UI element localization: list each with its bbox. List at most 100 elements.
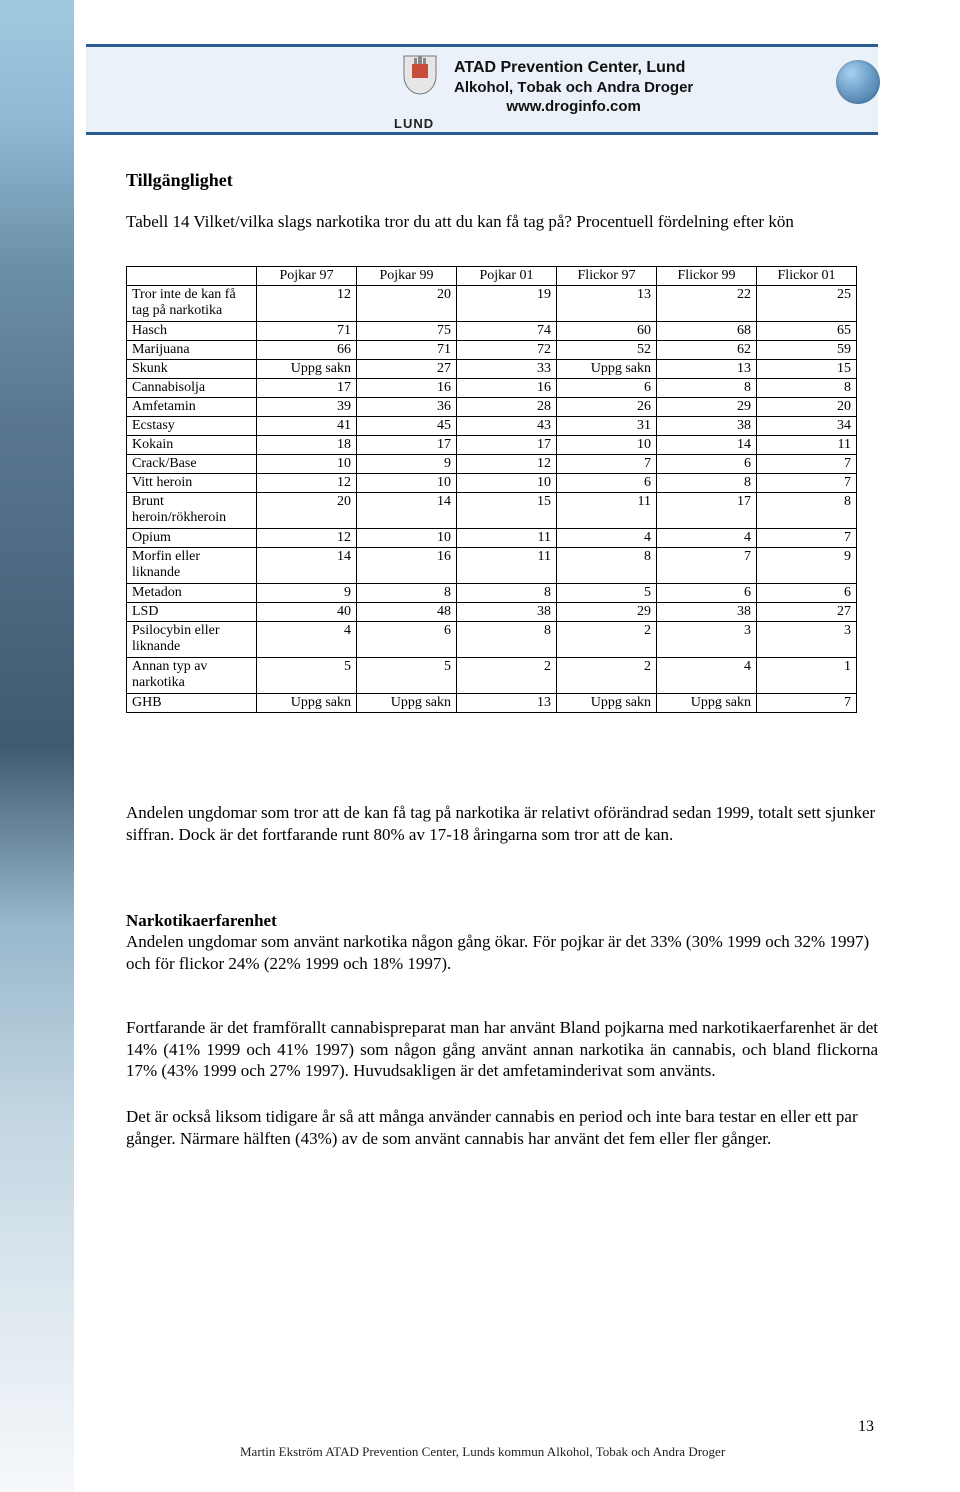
- table-cell: 7: [757, 694, 857, 713]
- table-cell: 29: [557, 603, 657, 622]
- table-cell: 52: [557, 341, 657, 360]
- paragraph-1: Andelen ungdomar som tror att de kan få …: [126, 802, 878, 846]
- table-cell: 27: [357, 360, 457, 379]
- footer-line: Martin Ekström ATAD Prevention Center, L…: [240, 1444, 725, 1460]
- table-cell: 8: [657, 474, 757, 493]
- table-cell: Uppg sakn: [257, 694, 357, 713]
- table-cell: 20: [757, 398, 857, 417]
- lund-crest-icon: [402, 52, 438, 96]
- table-cell: 8: [457, 622, 557, 658]
- header-text: ATAD Prevention Center, Lund Alkohol, To…: [454, 58, 693, 117]
- table-cell: 6: [657, 455, 757, 474]
- table-row-label: Skunk: [127, 360, 257, 379]
- table-cell: 41: [257, 417, 357, 436]
- subheading-text: Narkotikaerfarenhet: [126, 911, 277, 930]
- table-cell: Uppg sakn: [357, 694, 457, 713]
- table-cell: 29: [657, 398, 757, 417]
- table-cell: 2: [557, 658, 657, 694]
- table-cell: 13: [557, 286, 657, 322]
- table-cell: 2: [457, 658, 557, 694]
- table-row: Kokain181717101411: [127, 436, 857, 455]
- section-title: Tillgänglighet: [126, 170, 878, 191]
- table-row: Annan typ av narkotika552241: [127, 658, 857, 694]
- table-cell: 66: [257, 341, 357, 360]
- table-cell: 68: [657, 322, 757, 341]
- table-cell: 8: [357, 584, 457, 603]
- page: LUND ATAD Prevention Center, Lund Alkoho…: [0, 0, 960, 1492]
- table-row-label: GHB: [127, 694, 257, 713]
- table-row: SkunkUppg sakn2733Uppg sakn1315: [127, 360, 857, 379]
- table-cell: 9: [257, 584, 357, 603]
- table-row: Vitt heroin121010687: [127, 474, 857, 493]
- table-cell: 8: [757, 379, 857, 398]
- table-cell: 10: [357, 474, 457, 493]
- table-cell: Uppg sakn: [557, 694, 657, 713]
- paragraph-3: Fortfarande är det framförallt cannabisp…: [126, 1017, 878, 1082]
- table-cell: 59: [757, 341, 857, 360]
- table-row-label: Crack/Base: [127, 455, 257, 474]
- table-cell: 65: [757, 322, 857, 341]
- table-cell: 10: [557, 436, 657, 455]
- table-cell: 34: [757, 417, 857, 436]
- table-cell: 19: [457, 286, 557, 322]
- table-cell: 4: [657, 658, 757, 694]
- table-cell: 7: [657, 548, 757, 584]
- header-line3: www.droginfo.com: [454, 98, 693, 117]
- body-text: Andelen ungdomar som tror att de kan få …: [126, 802, 878, 1174]
- table-cell: 7: [757, 529, 857, 548]
- table-cell: 43: [457, 417, 557, 436]
- table-row-label: Cannabisolja: [127, 379, 257, 398]
- table-cell: Uppg sakn: [657, 694, 757, 713]
- table-cell: 17: [357, 436, 457, 455]
- table-header: Pojkar 97: [257, 267, 357, 286]
- table-cell: 71: [357, 341, 457, 360]
- table-cell: 60: [557, 322, 657, 341]
- table-cell: 7: [757, 474, 857, 493]
- table-cell: 10: [357, 529, 457, 548]
- table-cell: 38: [657, 603, 757, 622]
- table-row-label: Morfin eller liknande: [127, 548, 257, 584]
- table-row-label: Brunt heroin/rökheroin: [127, 493, 257, 529]
- table-cell: 8: [557, 548, 657, 584]
- table-cell: 9: [357, 455, 457, 474]
- table-row-label: Amfetamin: [127, 398, 257, 417]
- table-cell: 6: [657, 584, 757, 603]
- table-cell: 13: [457, 694, 557, 713]
- table-cell: 4: [257, 622, 357, 658]
- table-cell: 12: [257, 529, 357, 548]
- table-row-label: Ecstasy: [127, 417, 257, 436]
- table-cell: 12: [457, 455, 557, 474]
- table-cell: 5: [357, 658, 457, 694]
- table-header-blank: [127, 267, 257, 286]
- table-cell: 5: [557, 584, 657, 603]
- table-row-label: Vitt heroin: [127, 474, 257, 493]
- table-cell: 11: [457, 548, 557, 584]
- table-cell: 62: [657, 341, 757, 360]
- table-cell: 75: [357, 322, 457, 341]
- table-cell: 12: [257, 286, 357, 322]
- header-line1: ATAD Prevention Center, Lund: [454, 59, 685, 76]
- table-cell: 12: [257, 474, 357, 493]
- table-cell: 7: [757, 455, 857, 474]
- table-row: Morfin eller liknande141611879: [127, 548, 857, 584]
- atad-badge-icon: [836, 60, 880, 104]
- table-cell: 14: [357, 493, 457, 529]
- table-cell: 14: [657, 436, 757, 455]
- table-cell: 20: [257, 493, 357, 529]
- table-row: Crack/Base10912767: [127, 455, 857, 474]
- table-caption: Tabell 14 Vilket/vilka slags narkotika t…: [126, 211, 878, 233]
- table-row-label: Kokain: [127, 436, 257, 455]
- table-row-label: Tror inte de kan få tag på narkotika: [127, 286, 257, 322]
- table-row: Psilocybin eller liknande468233: [127, 622, 857, 658]
- table-row-label: Marijuana: [127, 341, 257, 360]
- page-number: 13: [858, 1418, 874, 1436]
- table-cell: 5: [257, 658, 357, 694]
- table-cell: 28: [457, 398, 557, 417]
- table-cell: Uppg sakn: [257, 360, 357, 379]
- table-cell: 26: [557, 398, 657, 417]
- table-cell: 40: [257, 603, 357, 622]
- table-header: Pojkar 01: [457, 267, 557, 286]
- table-row: Hasch717574606865: [127, 322, 857, 341]
- table-cell: 4: [657, 529, 757, 548]
- table-cell: 1: [757, 658, 857, 694]
